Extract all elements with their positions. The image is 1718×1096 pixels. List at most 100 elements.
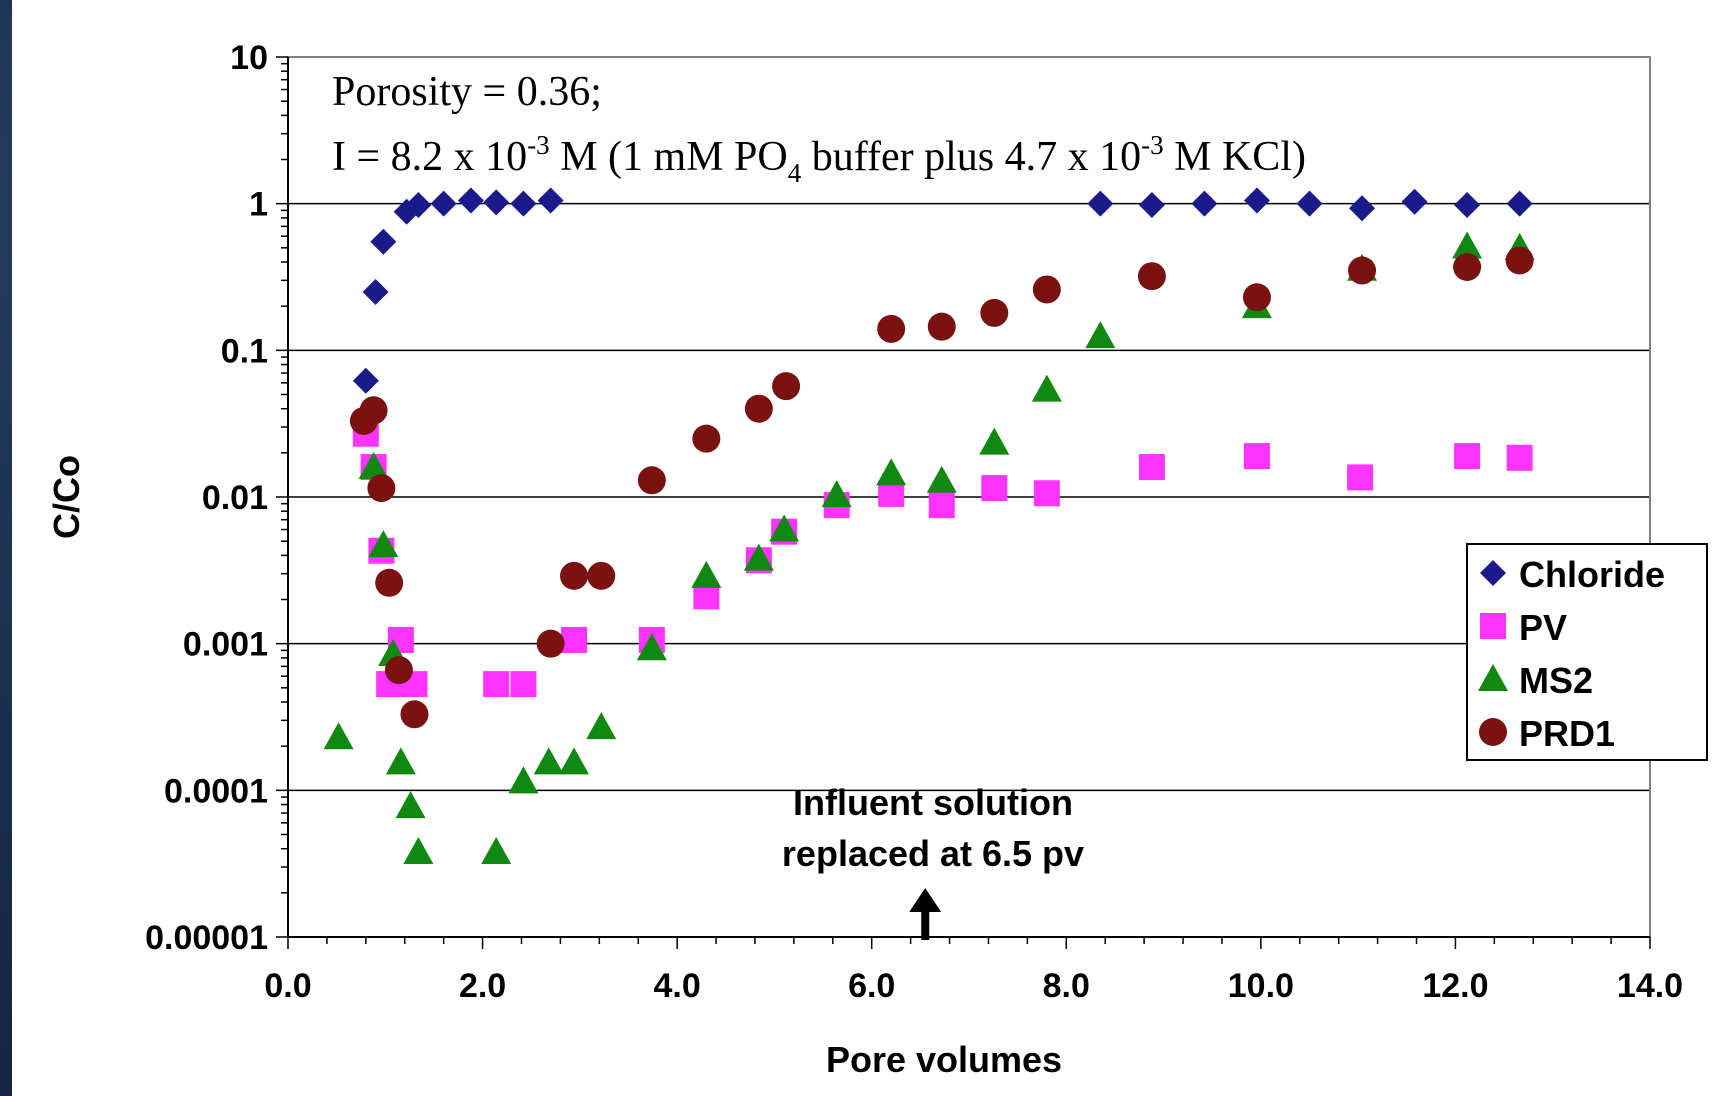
y-tick-label: 0.01 [202, 479, 268, 517]
pv-point [483, 671, 510, 698]
ms2-point [743, 543, 774, 571]
y-tick-label: 0.1 [221, 332, 268, 370]
legend-prd1-marker [1479, 718, 1507, 746]
chloride-point [1506, 190, 1533, 217]
prd1-point [637, 466, 666, 495]
pv-point [1506, 444, 1533, 471]
legend-ms2-marker [1478, 664, 1508, 691]
prd1-point [384, 656, 413, 685]
prd1-point [367, 474, 396, 503]
chloride-point [430, 190, 457, 217]
prd1-point [1505, 246, 1534, 275]
legend: Chloride PV MS2 PRD1 [1466, 543, 1708, 761]
legend-box [1466, 543, 1708, 761]
scatter-chart: 0.00001 0.0001 0.001 0.01 0.1 1 10 0.0 2.0 4.0 6.0… [46, 39, 1708, 1080]
pv-point [561, 626, 588, 653]
chloride-point [1349, 195, 1376, 222]
prd1-point [927, 312, 956, 341]
axes [276, 56, 1651, 949]
pv-point [1243, 443, 1270, 470]
chloride-point [1454, 191, 1481, 218]
y-tick-label: 10 [230, 39, 268, 77]
pv-point [510, 671, 537, 698]
arrow-shaft [921, 908, 930, 940]
ms2-point [876, 458, 907, 486]
prd1-point [692, 424, 721, 453]
y-tick-label: 0.001 [183, 626, 268, 664]
prd1-point [1242, 283, 1271, 312]
ms2-point [586, 712, 617, 740]
chloride-point [1296, 190, 1323, 217]
ms2-point [358, 452, 389, 480]
pv-point [1454, 443, 1481, 470]
chloride-point [510, 190, 537, 217]
prd1-point [1348, 256, 1377, 285]
ms2-point [481, 836, 512, 864]
ms2-point [323, 722, 354, 750]
chloride-point [370, 228, 397, 255]
chloride-point [537, 187, 564, 214]
prd1-point [587, 561, 616, 590]
series-prd1 [349, 246, 1534, 729]
ms2-point [979, 427, 1010, 455]
prd1-point [772, 372, 801, 401]
x-tick-label: 14.0 [1617, 967, 1683, 1005]
ms2-point [926, 465, 957, 493]
annotation-ionic-strength: I = 8.2 x 10-3 M (1 mM PO4 buffer plus 4… [332, 130, 1306, 188]
chloride-point [483, 189, 510, 216]
chloride-point [1401, 188, 1428, 215]
chloride-point [352, 367, 379, 394]
arrow-head [909, 888, 942, 912]
influent-label-line1: Influent solution [793, 782, 1073, 823]
x-tick-label: 4.0 [654, 967, 701, 1005]
ms2-point [1085, 321, 1116, 349]
chloride-point [1243, 187, 1270, 214]
chloride-point [405, 191, 432, 218]
prd1-point [980, 298, 1009, 327]
ms2-point [821, 480, 852, 508]
legend-ms2-label: MS2 [1519, 660, 1593, 701]
ms2-point [1452, 231, 1483, 259]
ms2-point [395, 791, 426, 819]
ms2-point [533, 747, 564, 775]
x-tick-label: 2.0 [459, 967, 506, 1005]
ms2-point [636, 633, 667, 661]
legend-chloride-label: Chloride [1519, 554, 1665, 595]
series-ms2 [323, 231, 1535, 864]
y-tick-label: 1 [249, 186, 268, 224]
ms2-point [559, 747, 590, 775]
pv-point [1033, 480, 1060, 507]
prd1-point [560, 561, 589, 590]
ms2-point [508, 766, 539, 794]
prd1-point [1032, 275, 1061, 304]
tick-labels: 0.00001 0.0001 0.001 0.01 0.1 1 10 0.0 2.0 4.0 6.0… [145, 39, 1683, 1005]
series-pv [352, 420, 1533, 698]
y-tick-label: 0.0001 [164, 772, 268, 810]
prd1-point [375, 568, 404, 597]
x-tick-label: 0.0 [264, 967, 311, 1005]
prd1-point [1453, 252, 1482, 281]
ms2-point [385, 747, 416, 775]
x-tick-label: 6.0 [848, 967, 895, 1005]
series-chloride [352, 187, 1533, 394]
y-axis-title: C/Co [46, 455, 87, 539]
conditions-annotation: Porosity = 0.36; I = 8.2 x 10-3 M (1 mM … [332, 69, 1306, 188]
influent-annotation: Influent solution replaced at 6.5 pv [782, 782, 1084, 940]
prd1-point [877, 314, 906, 343]
pv-point [1138, 454, 1165, 481]
pv-point [981, 475, 1008, 502]
data-points [323, 187, 1535, 864]
chloride-point [457, 187, 484, 214]
x-axis-title: Pore volumes [826, 1039, 1062, 1080]
ms2-point [769, 514, 800, 542]
prd1-point [400, 700, 429, 729]
ms2-point [1031, 374, 1062, 402]
legend-prd1-label: PRD1 [1519, 713, 1615, 754]
chloride-point [1191, 190, 1218, 217]
ms2-point [368, 530, 399, 558]
pv-point [928, 492, 955, 519]
x-tick-label: 12.0 [1422, 967, 1488, 1005]
chloride-point [362, 278, 389, 305]
pv-point [1347, 464, 1374, 491]
chloride-point [1138, 191, 1165, 218]
